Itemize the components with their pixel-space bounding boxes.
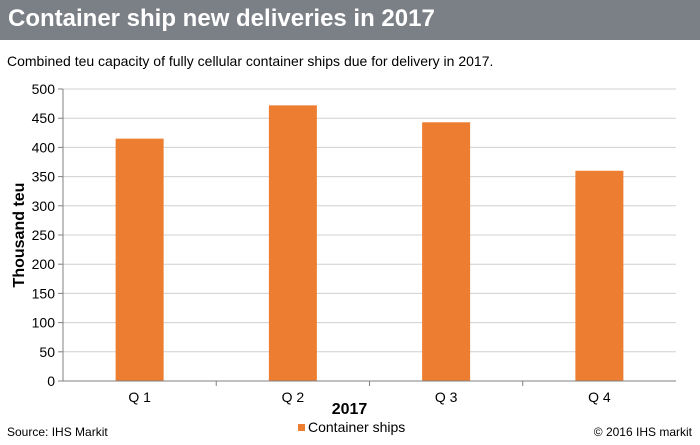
y-tick-label: 0: [47, 373, 55, 389]
y-tick-label: 250: [32, 227, 56, 243]
legend: Container ships: [298, 419, 405, 435]
chart-title: Container ship new deliveries in 2017: [8, 5, 435, 32]
bars: [115, 105, 624, 382]
y-tick-label: 100: [32, 315, 56, 331]
x-tick-label: Q 4: [588, 389, 611, 405]
bar-4: [575, 170, 624, 381]
legend-swatch: [298, 423, 305, 431]
y-tick-label: 450: [32, 110, 56, 126]
x-tick-label: Q 2: [282, 389, 305, 405]
y-tick-label: 200: [32, 256, 56, 272]
x-tick-label: Q 3: [435, 389, 458, 405]
y-tick-label: 300: [32, 198, 56, 214]
gridlines: [63, 88, 676, 382]
x-axis-ticks: Q 1 Q 2 Q 3 Q 4: [128, 381, 611, 405]
bar-2: [268, 105, 317, 382]
bar-1: [115, 138, 164, 381]
y-axis-label: Thousand teu: [11, 183, 28, 288]
source-note: Source: IHS Markit: [7, 425, 108, 439]
header-bar: Container ship new deliveries in 2017: [0, 0, 700, 40]
x-axis-label: 2017: [332, 401, 368, 418]
y-tick-label: 400: [32, 139, 56, 155]
y-tick-label: 150: [32, 285, 56, 301]
y-tick-label: 500: [32, 81, 56, 97]
y-tick-label: 50: [39, 344, 55, 360]
y-axis-ticks: 0 50 100 150 200 250 300 350 400 450 500: [32, 81, 63, 389]
copyright-note: © 2016 IHS markit: [593, 425, 692, 439]
legend-label: Container ships: [308, 419, 406, 435]
x-tick-label: Q 1: [128, 389, 151, 405]
bar-3: [422, 122, 471, 382]
y-tick-label: 350: [32, 169, 56, 185]
chart-subtitle: Combined teu capacity of fully cellular …: [7, 53, 494, 69]
